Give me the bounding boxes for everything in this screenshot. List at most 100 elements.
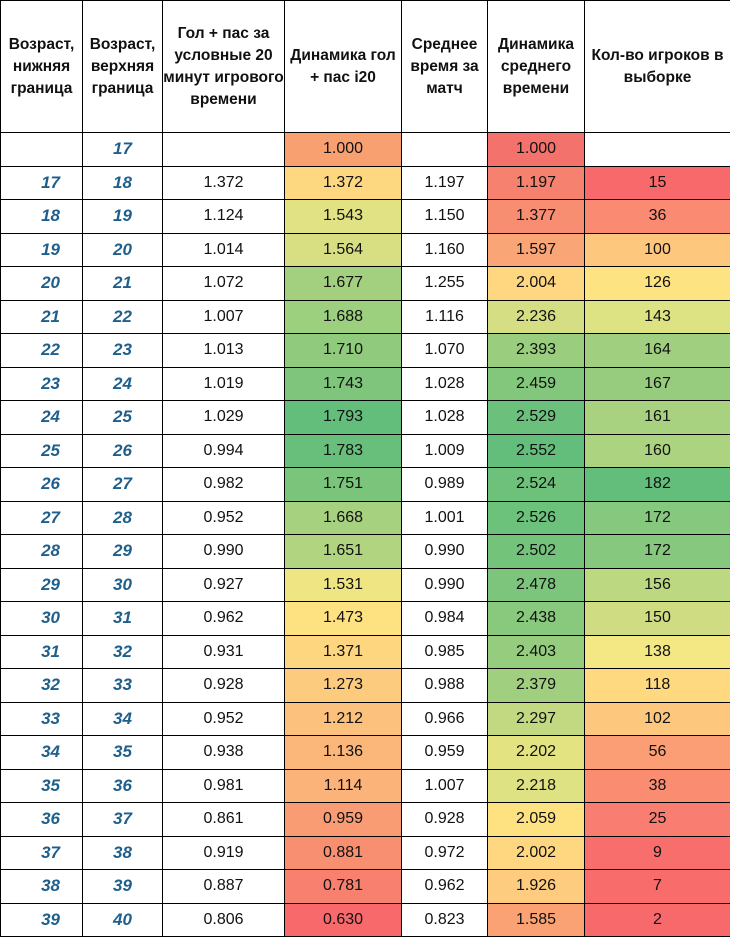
goal-assist-dynamics-cell: 1.677 (285, 267, 402, 301)
goal-assist-dynamics-cell: 1.543 (285, 200, 402, 234)
age-lower-cell: 24 (1, 401, 83, 435)
player-count-cell: 126 (585, 267, 730, 301)
goal-assist-cell (163, 133, 285, 167)
age-lower-cell: 18 (1, 200, 83, 234)
age-upper-cell: 26 (83, 434, 163, 468)
player-count-cell (585, 133, 730, 167)
goal-assist-cell: 1.372 (163, 166, 285, 200)
age-lower-cell: 31 (1, 635, 83, 669)
goal-assist-dynamics-cell: 1.372 (285, 166, 402, 200)
goal-assist-cell: 0.928 (163, 669, 285, 703)
goal-assist-cell: 1.029 (163, 401, 285, 435)
goal-assist-cell: 0.806 (163, 903, 285, 937)
goal-assist-cell: 0.931 (163, 635, 285, 669)
goal-assist-dynamics-cell: 1.743 (285, 367, 402, 401)
age-lower-cell: 37 (1, 836, 83, 870)
goal-assist-cell: 0.927 (163, 568, 285, 602)
player-count-cell: 7 (585, 870, 730, 904)
age-lower-cell: 27 (1, 501, 83, 535)
goal-assist-cell: 1.014 (163, 233, 285, 267)
avg-time-cell: 0.990 (402, 535, 488, 569)
goal-assist-cell: 0.861 (163, 803, 285, 837)
avg-time-cell: 1.160 (402, 233, 488, 267)
avg-time-dynamics-cell: 2.379 (488, 669, 585, 703)
goal-assist-dynamics-cell: 1.793 (285, 401, 402, 435)
age-upper-cell: 36 (83, 769, 163, 803)
age-lower-cell (1, 133, 83, 167)
player-count-cell: 9 (585, 836, 730, 870)
header-avg-time: Среднее время за матч (402, 1, 488, 133)
age-upper-cell: 32 (83, 635, 163, 669)
goal-assist-cell: 1.013 (163, 334, 285, 368)
player-count-cell: 38 (585, 769, 730, 803)
age-upper-cell: 39 (83, 870, 163, 904)
age-lower-cell: 28 (1, 535, 83, 569)
avg-time-cell: 0.823 (402, 903, 488, 937)
age-lower-cell: 30 (1, 602, 83, 636)
age-lower-cell: 22 (1, 334, 83, 368)
age-upper-cell: 28 (83, 501, 163, 535)
header-player-count: Кол-во игроков в выборке (585, 1, 730, 133)
goal-assist-dynamics-cell: 0.959 (285, 803, 402, 837)
age-upper-cell: 25 (83, 401, 163, 435)
age-lower-cell: 21 (1, 300, 83, 334)
player-count-cell: 25 (585, 803, 730, 837)
avg-time-dynamics-cell: 2.552 (488, 434, 585, 468)
player-count-cell: 164 (585, 334, 730, 368)
age-upper-cell: 37 (83, 803, 163, 837)
goal-assist-cell: 0.952 (163, 702, 285, 736)
age-lower-cell: 33 (1, 702, 83, 736)
goal-assist-dynamics-cell: 0.781 (285, 870, 402, 904)
avg-time-dynamics-cell: 2.524 (488, 468, 585, 502)
goal-assist-dynamics-cell: 0.881 (285, 836, 402, 870)
avg-time-cell: 1.197 (402, 166, 488, 200)
avg-time-cell: 1.116 (402, 300, 488, 334)
goal-assist-cell: 0.952 (163, 501, 285, 535)
goal-assist-dynamics-cell: 1.531 (285, 568, 402, 602)
avg-time-cell: 0.962 (402, 870, 488, 904)
goal-assist-cell: 0.994 (163, 434, 285, 468)
avg-time-cell: 0.985 (402, 635, 488, 669)
age-upper-cell: 30 (83, 568, 163, 602)
age-lower-cell: 19 (1, 233, 83, 267)
avg-time-dynamics-cell: 1.926 (488, 870, 585, 904)
avg-time-dynamics-cell: 1.000 (488, 133, 585, 167)
avg-time-cell (402, 133, 488, 167)
age-upper-cell: 18 (83, 166, 163, 200)
player-count-cell: 182 (585, 468, 730, 502)
age-lower-cell: 29 (1, 568, 83, 602)
player-count-cell: 138 (585, 635, 730, 669)
avg-time-dynamics-cell: 1.597 (488, 233, 585, 267)
avg-time-cell: 0.990 (402, 568, 488, 602)
avg-time-dynamics-cell: 2.478 (488, 568, 585, 602)
player-count-cell: 172 (585, 535, 730, 569)
header-age-lower: Возраст, нижняя граница (1, 1, 83, 133)
age-upper-cell: 21 (83, 267, 163, 301)
avg-time-cell: 1.255 (402, 267, 488, 301)
player-count-cell: 143 (585, 300, 730, 334)
goal-assist-dynamics-cell: 0.630 (285, 903, 402, 937)
avg-time-dynamics-cell: 2.002 (488, 836, 585, 870)
avg-time-dynamics-cell: 2.059 (488, 803, 585, 837)
goal-assist-cell: 1.007 (163, 300, 285, 334)
avg-time-dynamics-cell: 1.377 (488, 200, 585, 234)
goal-assist-dynamics-cell: 1.651 (285, 535, 402, 569)
goal-assist-dynamics-cell: 1.000 (285, 133, 402, 167)
goal-assist-cell: 0.919 (163, 836, 285, 870)
header-avg-time-dynamics: Динамика среднего времени (488, 1, 585, 133)
avg-time-cell: 1.070 (402, 334, 488, 368)
avg-time-dynamics-cell: 2.502 (488, 535, 585, 569)
age-lower-cell: 17 (1, 166, 83, 200)
